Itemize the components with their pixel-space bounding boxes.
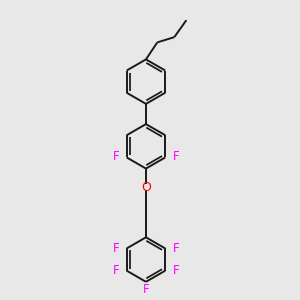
Text: O: O bbox=[141, 181, 151, 194]
Text: F: F bbox=[172, 150, 179, 163]
Text: F: F bbox=[113, 242, 119, 255]
Text: F: F bbox=[113, 264, 119, 277]
Text: F: F bbox=[172, 242, 179, 255]
Text: F: F bbox=[172, 264, 179, 277]
Text: F: F bbox=[142, 284, 149, 296]
Text: F: F bbox=[113, 150, 119, 163]
